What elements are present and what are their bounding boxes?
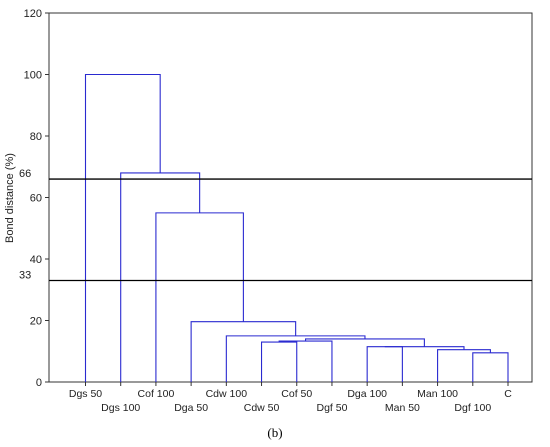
leaf-label: Dga 50: [174, 402, 208, 414]
leaf-label: Dgs 50: [69, 388, 102, 400]
dendrogram-link: [437, 349, 491, 382]
leaf-label: Man 50: [385, 402, 420, 414]
cut-lines: 66 33: [19, 168, 532, 282]
dendrogram-link: [384, 346, 465, 350]
y-tick-label: 100: [24, 70, 42, 82]
dendrogram-link: [120, 172, 201, 382]
leaf-label: Dga 100: [347, 388, 387, 400]
leaf-label: C: [504, 388, 512, 400]
panel-label: (b): [267, 425, 283, 440]
dendrogram-link: [84, 73, 161, 382]
y-tick-label: 60: [30, 193, 42, 205]
y-tick-label: 40: [30, 254, 42, 266]
dendrogram-link: [278, 340, 333, 382]
dendrogram-link: [472, 352, 509, 382]
plot-frame: [48, 12, 533, 383]
axes: 0 20 40 60 80 100 120: [24, 8, 533, 389]
dendrogram-link: [190, 321, 297, 382]
cut-line-label: 33: [19, 270, 31, 282]
y-tick-label: 120: [24, 8, 42, 20]
leaf-label: Cof 50: [281, 388, 312, 400]
leaf-label: Dgf 50: [316, 402, 347, 414]
leaf-label: Cof 100: [138, 388, 175, 400]
leaf-label: Cdw 100: [206, 388, 248, 400]
cut-line-label: 66: [19, 168, 31, 180]
y-tick-label: 80: [30, 131, 42, 143]
leaf-label: Cdw 50: [244, 402, 280, 414]
leaf-label: Man 100: [417, 388, 458, 400]
dendrogram-link: [305, 338, 425, 347]
dendrogram-link: [155, 212, 244, 382]
dendrogram-link: [260, 341, 298, 382]
leaf-label: Dgs 100: [101, 402, 140, 414]
y-tick-label: 20: [30, 316, 42, 328]
y-axis-label: Bond distance (%): [4, 153, 16, 243]
leaf-label: Dgf 100: [454, 402, 491, 414]
y-tick-label: 0: [36, 377, 42, 389]
dendrogram-link: [225, 335, 366, 382]
dendrogram-links: [84, 73, 509, 382]
dendrogram-link: [366, 346, 403, 382]
